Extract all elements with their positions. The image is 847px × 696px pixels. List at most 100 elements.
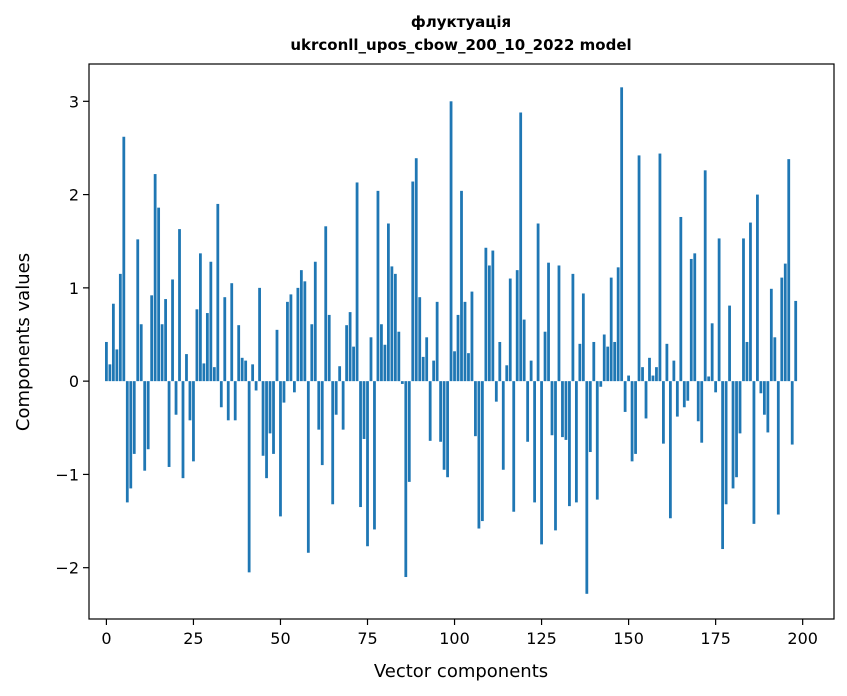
bar	[651, 375, 655, 382]
bar	[425, 337, 429, 382]
bar	[655, 367, 658, 382]
bar	[477, 381, 481, 529]
bar	[717, 238, 721, 382]
bar	[474, 381, 477, 437]
x-axis-label: Vector components	[374, 661, 548, 682]
bar	[376, 190, 380, 382]
bar	[132, 381, 136, 454]
bar	[212, 367, 216, 382]
chart-subtitle: ukrconll_upos_cbow_200_10_2022 model	[290, 36, 631, 54]
bar	[672, 360, 676, 382]
bar	[411, 181, 415, 382]
bar	[526, 381, 530, 442]
bar	[407, 381, 411, 482]
bar	[359, 381, 362, 508]
bar	[700, 381, 704, 443]
bar	[251, 364, 255, 382]
bar	[668, 381, 672, 519]
bar	[164, 299, 167, 382]
bar	[373, 381, 376, 530]
bar	[693, 253, 697, 382]
bar	[769, 288, 773, 382]
y-tick-label: −2	[55, 559, 79, 578]
bar	[606, 346, 610, 382]
bar	[675, 381, 679, 417]
bar	[682, 381, 686, 408]
bar	[195, 309, 199, 382]
bar	[557, 265, 561, 382]
bar	[446, 381, 449, 478]
bar	[369, 337, 373, 382]
bar	[742, 238, 745, 382]
bar	[703, 170, 707, 382]
bar	[115, 349, 119, 382]
bar	[435, 301, 439, 382]
bar	[460, 190, 463, 382]
x-tick-label: 200	[787, 629, 818, 648]
x-tick-label: 100	[439, 629, 470, 648]
bar	[143, 381, 147, 471]
bar	[366, 381, 369, 547]
bar	[728, 305, 731, 382]
bar	[470, 291, 474, 382]
bar	[296, 287, 300, 382]
bar	[167, 381, 171, 467]
bar	[696, 381, 700, 422]
x-tick-label: 175	[700, 629, 731, 648]
bar	[400, 381, 404, 384]
bar	[199, 253, 202, 382]
bar	[547, 262, 550, 382]
bar	[418, 297, 422, 382]
bar	[529, 360, 533, 382]
bar	[662, 381, 665, 444]
bar	[254, 381, 258, 391]
bar	[463, 301, 467, 382]
bar	[707, 376, 711, 382]
bar	[139, 324, 143, 382]
bar	[439, 381, 443, 442]
bar	[592, 341, 596, 382]
bar	[519, 112, 523, 382]
bar	[686, 381, 690, 401]
bar	[174, 381, 178, 415]
bar	[160, 324, 164, 382]
bar	[787, 159, 791, 382]
bar	[623, 381, 627, 412]
bar	[595, 381, 599, 500]
y-axis-label: Components values	[13, 253, 34, 431]
bar	[432, 360, 436, 382]
bar	[317, 381, 321, 430]
bar	[178, 229, 181, 382]
plot-area-frame	[88, 63, 835, 620]
bar	[487, 265, 491, 382]
bar	[714, 381, 718, 393]
bar	[282, 381, 286, 403]
bar	[205, 313, 209, 382]
bar	[209, 261, 213, 382]
bar	[762, 381, 766, 415]
bar	[324, 226, 328, 382]
x-tick-label: 50	[270, 629, 290, 648]
bar	[380, 324, 383, 382]
bar	[745, 341, 749, 382]
bar	[536, 223, 540, 382]
bar	[310, 324, 314, 382]
bar	[644, 381, 648, 419]
bar	[313, 261, 317, 382]
bar	[223, 297, 227, 382]
bar	[268, 381, 272, 434]
bar	[244, 360, 248, 382]
bar	[773, 337, 777, 382]
x-tick-label: 125	[526, 629, 557, 648]
bar	[609, 277, 613, 382]
bar	[634, 381, 637, 454]
bar	[613, 341, 617, 382]
bar	[171, 279, 174, 382]
bar	[501, 381, 505, 470]
bar	[136, 239, 140, 382]
bar	[665, 343, 669, 382]
bar	[341, 381, 345, 430]
bar	[776, 381, 780, 515]
bar	[192, 381, 195, 462]
bar	[216, 203, 220, 382]
